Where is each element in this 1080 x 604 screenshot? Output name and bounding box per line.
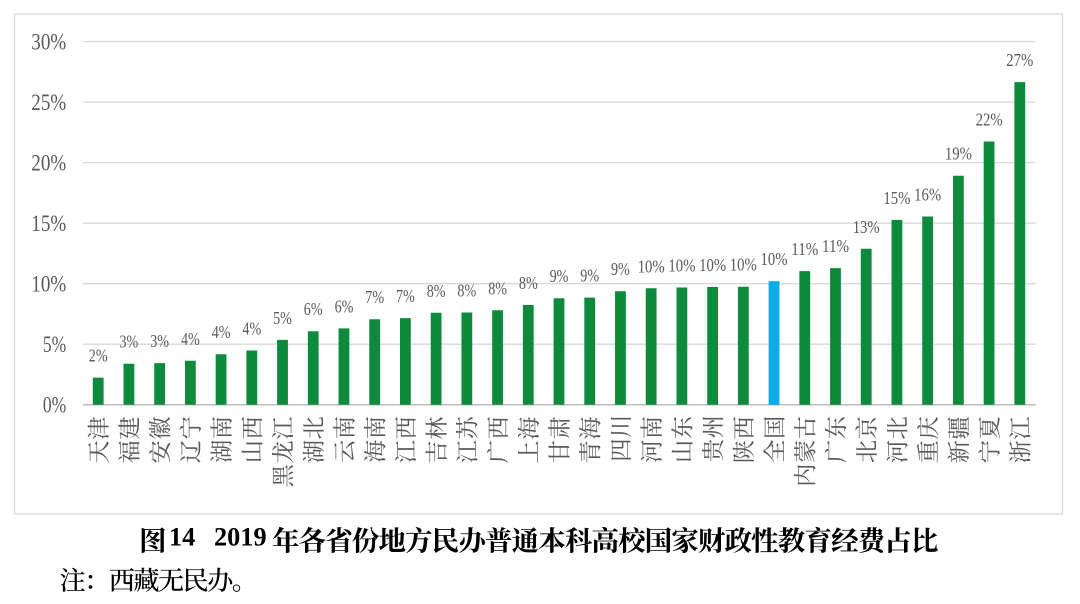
svg-text:13%: 13%	[853, 217, 880, 237]
svg-text:9%: 9%	[550, 266, 569, 286]
svg-text:10%: 10%	[638, 256, 665, 276]
svg-text:8%: 8%	[457, 281, 476, 301]
svg-text:8%: 8%	[427, 281, 446, 301]
svg-text:6%: 6%	[335, 296, 354, 316]
svg-text:16%: 16%	[914, 185, 941, 205]
svg-text:6%: 6%	[304, 299, 323, 319]
svg-text:10%: 10%	[699, 255, 726, 275]
svg-text:4%: 4%	[242, 319, 261, 339]
svg-text:7%: 7%	[365, 287, 384, 307]
svg-text:9%: 9%	[580, 266, 599, 286]
svg-text:9%: 9%	[611, 259, 630, 279]
svg-text:10%: 10%	[31, 272, 66, 297]
svg-text:15%: 15%	[883, 188, 910, 208]
svg-text:2019: 2019	[214, 523, 267, 552]
svg-text:3%: 3%	[120, 332, 139, 352]
svg-text:4%: 4%	[212, 322, 231, 342]
svg-text:8%: 8%	[488, 278, 507, 298]
svg-text:0%: 0%	[43, 393, 66, 418]
svg-text:5%: 5%	[273, 308, 292, 328]
svg-text:14: 14	[169, 523, 195, 552]
svg-text:11%: 11%	[791, 239, 818, 259]
svg-text:27%: 27%	[1006, 50, 1033, 70]
svg-text:10%: 10%	[730, 255, 757, 275]
svg-text:10%: 10%	[761, 249, 788, 269]
svg-text:2%: 2%	[89, 346, 108, 366]
svg-text:4%: 4%	[181, 329, 200, 349]
svg-text:15%: 15%	[31, 211, 66, 236]
svg-text:30%: 30%	[31, 29, 66, 54]
svg-text:8%: 8%	[519, 273, 538, 293]
svg-text:10%: 10%	[668, 256, 695, 276]
svg-text:19%: 19%	[945, 144, 972, 164]
svg-text:25%: 25%	[31, 90, 66, 115]
svg-text:5%: 5%	[43, 332, 66, 357]
svg-text:22%: 22%	[976, 110, 1003, 130]
svg-text:3%: 3%	[150, 331, 169, 351]
svg-text:20%: 20%	[31, 151, 66, 176]
svg-text:7%: 7%	[396, 286, 415, 306]
svg-text:11%: 11%	[822, 236, 849, 256]
